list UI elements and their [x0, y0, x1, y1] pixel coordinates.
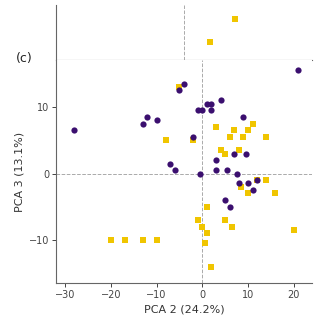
Point	[122, 237, 127, 243]
Point	[177, 88, 182, 93]
Point	[191, 138, 196, 143]
X-axis label: PCA 2 (24.2%): PCA 2 (24.2%)	[144, 304, 224, 314]
Point	[223, 197, 228, 203]
Point	[140, 237, 145, 243]
Point	[177, 84, 182, 90]
Point	[195, 218, 200, 223]
Point	[232, 128, 237, 133]
Text: (c): (c)	[16, 52, 33, 65]
Point	[245, 128, 251, 133]
Point	[218, 98, 223, 103]
Point	[204, 101, 209, 106]
Point	[243, 151, 248, 156]
Point	[195, 108, 200, 113]
Point	[291, 228, 296, 233]
Point	[225, 168, 230, 173]
Point	[163, 138, 168, 143]
Point	[207, 39, 212, 44]
Point	[213, 168, 219, 173]
Point	[197, 171, 203, 176]
Point	[296, 68, 301, 73]
Point	[181, 81, 187, 86]
Point	[229, 224, 235, 229]
Point	[227, 134, 232, 140]
Point	[227, 204, 232, 209]
Point	[145, 115, 150, 120]
Point	[241, 134, 246, 140]
Point	[218, 148, 223, 153]
Point	[209, 264, 214, 269]
Y-axis label: PCA 3 (13.1%): PCA 3 (13.1%)	[14, 132, 25, 212]
Point	[213, 124, 219, 130]
Point	[172, 168, 177, 173]
Point	[273, 191, 278, 196]
Point	[209, 101, 214, 106]
X-axis label: PCA 1 (28.1%): PCA 1 (28.1%)	[144, 82, 224, 92]
Point	[72, 128, 77, 133]
Point	[255, 178, 260, 183]
Point	[234, 171, 239, 176]
Point	[245, 181, 251, 186]
Point	[140, 121, 145, 126]
Point	[204, 231, 209, 236]
Point	[154, 118, 159, 123]
Point	[204, 204, 209, 209]
Point	[209, 108, 214, 113]
Point	[236, 181, 241, 186]
Point	[250, 121, 255, 126]
Point	[264, 134, 269, 140]
Point	[213, 158, 219, 163]
Point	[200, 108, 205, 113]
Point	[154, 237, 159, 243]
Point	[223, 151, 228, 156]
Point	[200, 224, 205, 229]
Point	[223, 218, 228, 223]
Point	[232, 151, 237, 156]
Point	[233, 16, 238, 21]
Point	[202, 241, 207, 246]
Point	[264, 178, 269, 183]
Point	[255, 178, 260, 183]
Point	[239, 184, 244, 189]
Point	[191, 134, 196, 140]
Point	[236, 148, 241, 153]
Point	[241, 115, 246, 120]
Point	[108, 237, 113, 243]
Point	[245, 191, 251, 196]
Point	[168, 161, 173, 166]
Point	[250, 188, 255, 193]
